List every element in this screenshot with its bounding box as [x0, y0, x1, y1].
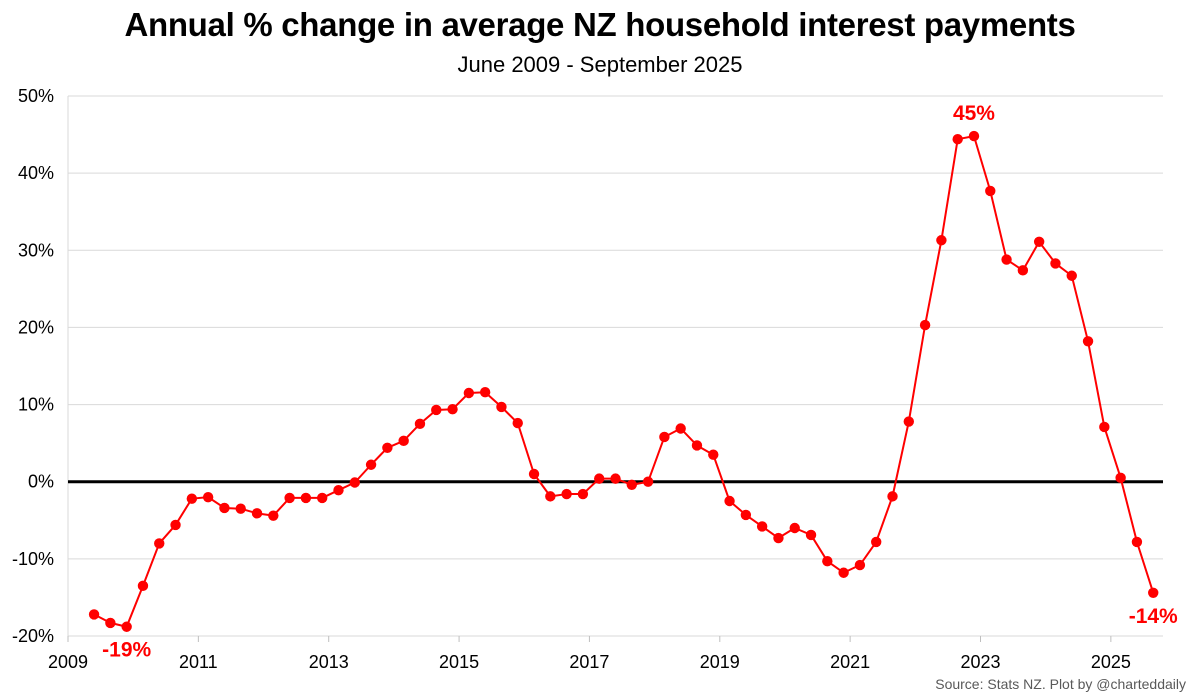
data-point: [431, 404, 442, 416]
annotation-label: 45%: [953, 102, 995, 125]
y-tick-label: 0%: [28, 472, 54, 492]
data-point: [577, 488, 589, 500]
y-tick-label: 10%: [18, 395, 54, 415]
data-point: [952, 134, 963, 145]
data-point: [724, 495, 735, 507]
series-line: [93, 135, 1155, 628]
data-point: [1001, 254, 1012, 265]
data-point: [300, 492, 312, 504]
data-point: [740, 509, 752, 521]
x-tick-label: 2013: [309, 652, 349, 672]
data-point: [822, 555, 833, 567]
data-point: [854, 559, 866, 571]
data-point: [235, 503, 246, 514]
series: [88, 130, 1159, 632]
x-tick-label: 2009: [48, 652, 88, 672]
chart-subtitle: June 2009 - September 2025: [457, 52, 743, 77]
data-point: [1082, 336, 1094, 347]
annotations: -19% 45% -14%: [102, 102, 1178, 662]
annotation-label: -19%: [102, 639, 151, 662]
data-point: [512, 417, 523, 429]
data-point: [985, 185, 996, 197]
x-tick-label: 2025: [1091, 652, 1131, 672]
y-tick-label: -10%: [12, 549, 54, 569]
data-point: [1148, 587, 1159, 598]
source-note: Source: Stats NZ. Plot by @charteddaily: [935, 676, 1186, 692]
data-point: [317, 492, 328, 504]
data-point: [170, 519, 181, 531]
x-tick-label: 2015: [439, 652, 479, 672]
data-point: [545, 491, 556, 502]
data-point: [137, 580, 149, 592]
x-tick-label: 2021: [830, 652, 870, 672]
x-tick-labels: 2009 2011 2013 2015 2017 2019 2021 2023 2025: [48, 652, 1131, 672]
data-point: [528, 468, 540, 480]
data-point: [1050, 258, 1061, 269]
y-tick-label: 40%: [18, 163, 54, 183]
data-point: [1115, 472, 1126, 484]
data-point: [838, 567, 849, 578]
data-point: [691, 440, 703, 451]
data-point: [479, 387, 491, 398]
data-point: [659, 431, 670, 443]
data-point: [219, 502, 230, 514]
data-point: [675, 423, 686, 434]
data-point: [121, 621, 132, 632]
x-tick-label: 2017: [569, 652, 609, 672]
data-point: [105, 617, 116, 629]
data-point: [903, 416, 914, 427]
data-point: [756, 521, 768, 532]
data-point: [594, 473, 605, 484]
data-point: [251, 508, 263, 519]
x-tick-label: 2023: [960, 652, 1000, 672]
x-tick-label: 2019: [700, 652, 740, 672]
data-point: [447, 404, 458, 415]
data-point: [642, 476, 654, 487]
data-point: [333, 485, 344, 496]
data-point: [1099, 421, 1110, 433]
data-point: [610, 473, 621, 484]
y-tick-label: 50%: [18, 86, 54, 106]
data-point: [268, 510, 279, 521]
data-point: [871, 536, 882, 548]
data-point: [1017, 265, 1029, 276]
data-point: [936, 235, 947, 246]
data-point: [773, 532, 784, 544]
data-point: [968, 130, 980, 142]
data-point: [887, 491, 898, 502]
data-point: [382, 442, 393, 453]
gridlines: [68, 95, 1163, 560]
data-point: [154, 538, 165, 549]
axes: [67, 96, 1163, 642]
data-point: [496, 401, 507, 413]
data-point: [186, 493, 198, 504]
y-tick-label: -20%: [12, 626, 54, 646]
data-point: [88, 609, 100, 620]
y-tick-labels: 50% 40% 30% 20% 10% 0% -10% -20%: [12, 86, 54, 646]
data-point: [789, 522, 800, 534]
data-point: [349, 477, 360, 488]
data-point: [1131, 536, 1143, 548]
data-point: [284, 492, 295, 504]
data-point: [919, 319, 931, 331]
data-point: [708, 449, 719, 460]
data-point: [561, 488, 572, 500]
data-point: [626, 479, 637, 490]
annotation-label: -14%: [1129, 605, 1178, 628]
y-tick-label: 20%: [18, 317, 54, 337]
chart-title: Annual % change in average NZ household …: [124, 6, 1076, 43]
y-tick-label: 30%: [18, 240, 54, 260]
data-point: [1066, 270, 1077, 281]
data-point: [414, 418, 426, 430]
x-tick-label: 2011: [179, 652, 218, 672]
data-point: [805, 529, 817, 541]
data-point: [202, 491, 214, 503]
data-point: [463, 387, 475, 399]
data-point: [365, 459, 377, 470]
data-point: [398, 435, 409, 447]
data-point: [1033, 236, 1045, 247]
